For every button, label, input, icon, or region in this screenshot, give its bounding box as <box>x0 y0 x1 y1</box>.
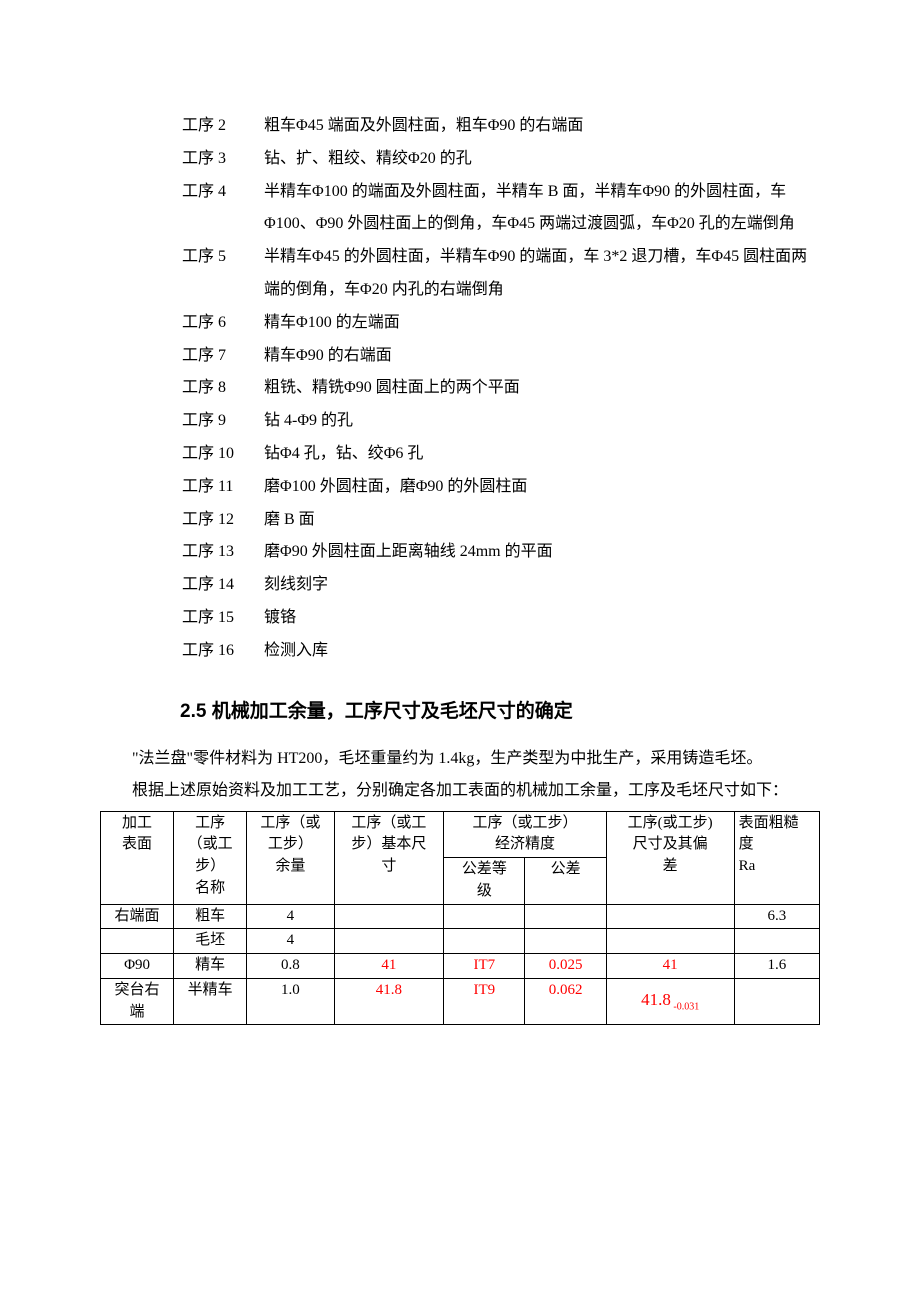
cell-tolgrade: IT7 <box>444 954 525 979</box>
cell-tolgrade: IT9 <box>444 978 525 1025</box>
cell-tolgrade <box>444 929 525 954</box>
procedure-label: 工序 2 <box>182 110 264 143</box>
procedure-label: 工序 15 <box>182 602 264 635</box>
procedure-text: 检测入库 <box>264 635 820 668</box>
allowance-table-wrap: 加工 表面 工序 （或工 步） 名称 工序（或 工步） 余量 工序（或工 步）基… <box>100 811 820 1026</box>
allowance-table: 加工 表面 工序 （或工 步） 名称 工序（或 工步） 余量 工序（或工 步）基… <box>100 811 820 1026</box>
cell-surface: Φ90 <box>101 954 174 979</box>
procedure-item: 工序 14 刻线刻字 <box>182 569 820 602</box>
cell-stepname: 精车 <box>174 954 247 979</box>
procedure-item: 工序 4 半精车Φ100 的端面及外圆柱面，半精车 B 面，半精车Φ90 的外圆… <box>182 176 820 242</box>
th-precision: 工序（或工步） 经济精度 <box>444 811 606 858</box>
th-ra: 表面粗糙 度 Ra <box>734 811 819 904</box>
procedure-text: 钻 4-Φ9 的孔 <box>264 405 820 438</box>
procedure-label: 工序 10 <box>182 438 264 471</box>
th-basicdim: 工序（或工 步）基本尺 寸 <box>334 811 444 904</box>
procedure-item: 工序 16 检测入库 <box>182 635 820 668</box>
cell-tol <box>525 904 606 929</box>
cell-sizedev: 41 <box>606 954 734 979</box>
th-tolgrade: 公差等 级 <box>444 858 525 905</box>
procedure-item: 工序 2 粗车Φ45 端面及外圆柱面，粗车Φ90 的右端面 <box>182 110 820 143</box>
paragraph: 根据上述原始资料及加工工艺，分别确定各加工表面的机械加工余量，工序及毛坯尺寸如下… <box>100 775 820 807</box>
th-stepname: 工序 （或工 步） 名称 <box>174 811 247 904</box>
procedure-label: 工序 5 <box>182 241 264 274</box>
cell-basicdim: 41.8 <box>334 978 444 1025</box>
procedure-text: 刻线刻字 <box>264 569 820 602</box>
procedure-text: 镀铬 <box>264 602 820 635</box>
cell-tol <box>525 929 606 954</box>
cell-allowance: 4 <box>247 904 334 929</box>
cell-stepname: 半精车 <box>174 978 247 1025</box>
cell-ra: 6.3 <box>734 904 819 929</box>
procedure-item: 工序 5 半精车Φ45 的外圆柱面，半精车Φ90 的端面，车 3*2 退刀槽，车… <box>182 241 820 307</box>
procedure-text: 磨Φ90 外圆柱面上距离轴线 24mm 的平面 <box>264 536 820 569</box>
procedure-item: 工序 3 钻、扩、粗绞、精绞Φ20 的孔 <box>182 143 820 176</box>
procedure-label: 工序 3 <box>182 143 264 176</box>
procedure-label: 工序 14 <box>182 569 264 602</box>
cell-sizedev <box>606 904 734 929</box>
cell-tol: 0.025 <box>525 954 606 979</box>
cell-basicdim <box>334 929 444 954</box>
procedure-label: 工序 11 <box>182 471 264 504</box>
procedure-label: 工序 8 <box>182 372 264 405</box>
procedure-text: 精车Φ90 的右端面 <box>264 340 820 373</box>
cell-surface <box>101 929 174 954</box>
procedure-text: 精车Φ100 的左端面 <box>264 307 820 340</box>
procedure-text: 钻、扩、粗绞、精绞Φ20 的孔 <box>264 143 820 176</box>
procedure-label: 工序 4 <box>182 176 264 209</box>
cell-ra: 1.6 <box>734 954 819 979</box>
table-row: Φ90 精车 0.8 41 IT7 0.025 41 1.6 <box>101 954 820 979</box>
cell-sizedev: 41.8 -0.031 <box>606 978 734 1025</box>
cell-stepname: 粗车 <box>174 904 247 929</box>
procedure-label: 工序 9 <box>182 405 264 438</box>
table-header-row: 加工 表面 工序 （或工 步） 名称 工序（或 工步） 余量 工序（或工 步）基… <box>101 811 820 858</box>
procedure-label: 工序 16 <box>182 635 264 668</box>
procedure-label: 工序 6 <box>182 307 264 340</box>
paragraph: "法兰盘"零件材料为 HT200，毛坯重量约为 1.4kg，生产类型为中批生产，… <box>100 743 820 775</box>
procedure-item: 工序 7 精车Φ90 的右端面 <box>182 340 820 373</box>
procedure-list: 工序 2 粗车Φ45 端面及外圆柱面，粗车Φ90 的右端面 工序 3 钻、扩、粗… <box>182 110 820 668</box>
procedure-text: 钻Φ4 孔，钻、绞Φ6 孔 <box>264 438 820 471</box>
procedure-text: 半精车Φ100 的端面及外圆柱面，半精车 B 面，半精车Φ90 的外圆柱面，车Φ… <box>264 176 820 242</box>
cell-basicdim <box>334 904 444 929</box>
procedure-label: 工序 12 <box>182 504 264 537</box>
th-sizedev: 工序(或工步) 尺寸及其偏 差 <box>606 811 734 904</box>
cell-surface: 右端面 <box>101 904 174 929</box>
cell-tol: 0.062 <box>525 978 606 1025</box>
cell-allowance: 1.0 <box>247 978 334 1025</box>
cell-allowance: 0.8 <box>247 954 334 979</box>
th-allowance: 工序（或 工步） 余量 <box>247 811 334 904</box>
procedure-item: 工序 11 磨Φ100 外圆柱面，磨Φ90 的外圆柱面 <box>182 471 820 504</box>
procedure-item: 工序 6 精车Φ100 的左端面 <box>182 307 820 340</box>
cell-surface: 突台右 端 <box>101 978 174 1025</box>
th-tol: 公差 <box>525 858 606 905</box>
procedure-text: 磨 B 面 <box>264 504 820 537</box>
procedure-item: 工序 10 钻Φ4 孔，钻、绞Φ6 孔 <box>182 438 820 471</box>
section-heading: 2.5 机械加工余量，工序尺寸及毛坯尺寸的确定 <box>180 696 820 723</box>
cell-allowance: 4 <box>247 929 334 954</box>
procedure-text: 粗车Φ45 端面及外圆柱面，粗车Φ90 的右端面 <box>264 110 820 143</box>
procedure-item: 工序 15 镀铬 <box>182 602 820 635</box>
procedure-item: 工序 8 粗铣、精铣Φ90 圆柱面上的两个平面 <box>182 372 820 405</box>
cell-ra <box>734 929 819 954</box>
procedure-label: 工序 7 <box>182 340 264 373</box>
table-row: 突台右 端 半精车 1.0 41.8 IT9 0.062 41.8 -0.031 <box>101 978 820 1025</box>
cell-ra <box>734 978 819 1025</box>
procedure-item: 工序 13 磨Φ90 外圆柱面上距离轴线 24mm 的平面 <box>182 536 820 569</box>
table-row: 右端面 粗车 4 6.3 <box>101 904 820 929</box>
cell-tolgrade <box>444 904 525 929</box>
procedure-item: 工序 9 钻 4-Φ9 的孔 <box>182 405 820 438</box>
procedure-text: 半精车Φ45 的外圆柱面，半精车Φ90 的端面，车 3*2 退刀槽，车Φ45 圆… <box>264 241 820 307</box>
cell-sizedev <box>606 929 734 954</box>
procedure-item: 工序 12 磨 B 面 <box>182 504 820 537</box>
procedure-label: 工序 13 <box>182 536 264 569</box>
cell-stepname: 毛坯 <box>174 929 247 954</box>
cell-basicdim: 41 <box>334 954 444 979</box>
table-row: 毛坯 4 <box>101 929 820 954</box>
procedure-text: 粗铣、精铣Φ90 圆柱面上的两个平面 <box>264 372 820 405</box>
th-surface: 加工 表面 <box>101 811 174 904</box>
procedure-text: 磨Φ100 外圆柱面，磨Φ90 的外圆柱面 <box>264 471 820 504</box>
